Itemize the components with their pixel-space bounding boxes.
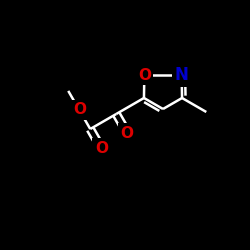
Text: O: O <box>121 126 134 140</box>
Text: O: O <box>95 140 108 156</box>
Text: N: N <box>175 66 188 84</box>
Text: O: O <box>138 68 151 83</box>
Text: O: O <box>73 102 86 118</box>
